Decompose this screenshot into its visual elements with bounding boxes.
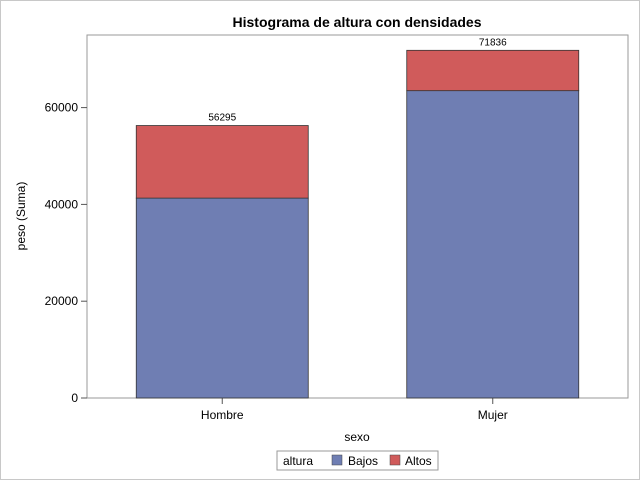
x-axis: Hombre Mujer (201, 398, 508, 422)
bar-segment-bajos-hombre (135, 197, 309, 399)
x-axis-label: sexo (344, 430, 370, 444)
y-axis-label: peso (Suma) (14, 182, 28, 251)
bars: 56295 71836 (135, 37, 580, 399)
legend: altura Bajos Altos (276, 450, 439, 471)
chart-title: Histograma de altura con densidades (233, 14, 482, 30)
y-tick-label: 20000 (45, 294, 79, 308)
legend-swatch-bajos (331, 454, 343, 466)
y-tick-label: 0 (71, 391, 78, 405)
x-tick-label: Hombre (201, 408, 244, 422)
legend-title: altura (283, 454, 313, 468)
bar-segment-altos-mujer (406, 49, 580, 92)
bar-total-label: 71836 (479, 37, 507, 48)
bar-segment-bajos-mujer (406, 90, 580, 399)
legend-label-bajos: Bajos (348, 454, 378, 468)
y-tick-label: 40000 (45, 197, 79, 211)
bar-segment-altos-hombre (135, 125, 309, 199)
y-tick-label: 60000 (45, 101, 79, 115)
x-tick-label: Mujer (478, 408, 508, 422)
legend-label-altos: Altos (405, 454, 432, 468)
bar-total-label: 56295 (208, 113, 236, 124)
legend-swatch-altos (389, 454, 401, 466)
y-axis: 0 20000 40000 60000 (45, 101, 87, 405)
